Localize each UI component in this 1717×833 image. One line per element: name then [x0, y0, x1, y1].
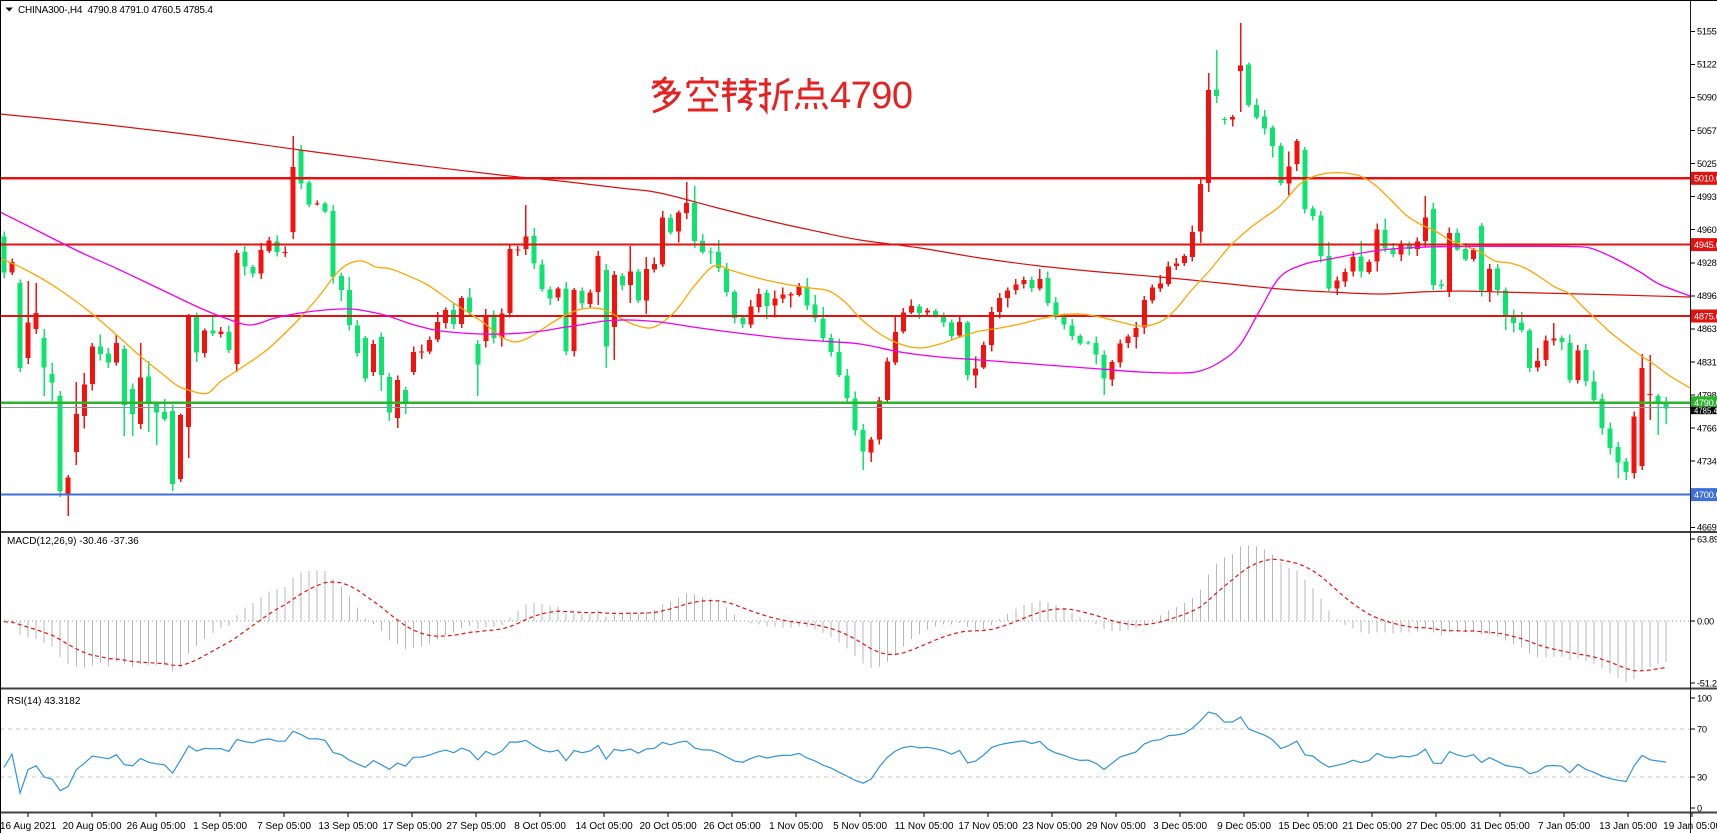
svg-text:1 Sep 05:00: 1 Sep 05:00 — [193, 821, 247, 832]
svg-text:5057.0: 5057.0 — [1697, 126, 1717, 136]
svg-text:5122.9: 5122.9 — [1697, 60, 1717, 70]
svg-text:-51.26: -51.26 — [1697, 678, 1717, 688]
svg-text:5025.6: 5025.6 — [1697, 159, 1717, 169]
svg-text:29 Nov 05:00: 29 Nov 05:00 — [1086, 821, 1146, 832]
svg-text:CHINA300-,H4 4790.8 4791.0 47: CHINA300-,H4 4790.8 4791.0 4760.5 4785.4 — [18, 5, 213, 16]
svg-text:5010.0: 5010.0 — [1694, 174, 1717, 184]
svg-text:MACD(12,26,9) -30.46 -37.36: MACD(12,26,9) -30.46 -37.36 — [7, 536, 139, 547]
svg-text:4785.4: 4785.4 — [1694, 406, 1717, 415]
svg-text:4734.5: 4734.5 — [1697, 457, 1717, 467]
svg-text:0.00: 0.00 — [1697, 616, 1714, 626]
svg-text:20 Aug 05:00: 20 Aug 05:00 — [63, 821, 122, 832]
svg-text:3 Dec 05:00: 3 Dec 05:00 — [1153, 821, 1207, 832]
svg-text:4790.0: 4790.0 — [1694, 398, 1717, 408]
svg-text:13 Sep 05:00: 13 Sep 05:00 — [318, 821, 378, 832]
svg-text:30: 30 — [1697, 772, 1707, 782]
svg-text:4766.0: 4766.0 — [1697, 423, 1717, 433]
svg-text:27 Dec 05:00: 27 Dec 05:00 — [1406, 821, 1466, 832]
svg-text:0: 0 — [1697, 803, 1702, 813]
svg-text:5155.4: 5155.4 — [1697, 27, 1717, 37]
svg-text:5 Nov 05:00: 5 Nov 05:00 — [833, 821, 887, 832]
svg-text:13 Jan 05:00: 13 Jan 05:00 — [1599, 821, 1657, 832]
svg-text:11 Nov 05:00: 11 Nov 05:00 — [895, 821, 954, 832]
svg-text:1 Nov 05:00: 1 Nov 05:00 — [769, 821, 823, 832]
svg-text:21 Dec 05:00: 21 Dec 05:00 — [1342, 821, 1402, 832]
svg-text:16 Aug 2021: 16 Aug 2021 — [0, 821, 57, 832]
svg-text:8 Oct 05:00: 8 Oct 05:00 — [514, 821, 566, 832]
svg-text:26 Aug 05:00: 26 Aug 05:00 — [127, 821, 186, 832]
svg-text:9 Dec 05:00: 9 Dec 05:00 — [1217, 821, 1271, 832]
svg-text:15 Dec 05:00: 15 Dec 05:00 — [1278, 821, 1338, 832]
svg-text:7 Jan 05:00: 7 Jan 05:00 — [1538, 821, 1591, 832]
svg-text:4831.9: 4831.9 — [1697, 357, 1717, 367]
svg-text:31 Dec 05:00: 31 Dec 05:00 — [1470, 821, 1530, 832]
svg-text:26 Oct 05:00: 26 Oct 05:00 — [703, 821, 761, 832]
svg-text:63.89: 63.89 — [1697, 534, 1717, 544]
svg-text:5090.5: 5090.5 — [1697, 93, 1717, 103]
svg-text:RSI(14) 43.3182: RSI(14) 43.3182 — [7, 696, 81, 707]
svg-text:4993.1: 4993.1 — [1697, 192, 1717, 202]
svg-text:14 Oct 05:00: 14 Oct 05:00 — [575, 821, 633, 832]
svg-text:4928.2: 4928.2 — [1697, 258, 1717, 268]
svg-text:17 Nov 05:00: 17 Nov 05:00 — [958, 821, 1018, 832]
svg-text:23 Nov 05:00: 23 Nov 05:00 — [1022, 821, 1082, 832]
svg-text:7 Sep 05:00: 7 Sep 05:00 — [257, 821, 311, 832]
svg-text:4896.8: 4896.8 — [1697, 291, 1717, 301]
svg-text:4863.3: 4863.3 — [1697, 324, 1717, 334]
svg-text:4798.4: 4798.4 — [1697, 390, 1717, 400]
svg-text:27 Sep 05:00: 27 Sep 05:00 — [446, 821, 506, 832]
svg-text:4669.6: 4669.6 — [1697, 523, 1717, 533]
svg-text:17 Sep 05:00: 17 Sep 05:00 — [382, 821, 442, 832]
svg-text:70: 70 — [1697, 724, 1707, 734]
svg-text:19 Jan 05:00: 19 Jan 05:00 — [1663, 821, 1717, 832]
svg-text:100: 100 — [1697, 693, 1712, 703]
svg-text:4700.0: 4700.0 — [1694, 490, 1717, 500]
svg-text:4790: 4790 — [830, 75, 913, 117]
svg-text:4945.0: 4945.0 — [1694, 240, 1717, 250]
svg-text:4875.0: 4875.0 — [1694, 311, 1717, 321]
svg-text:20 Oct 05:00: 20 Oct 05:00 — [639, 821, 697, 832]
svg-text:4960.7: 4960.7 — [1697, 225, 1717, 235]
